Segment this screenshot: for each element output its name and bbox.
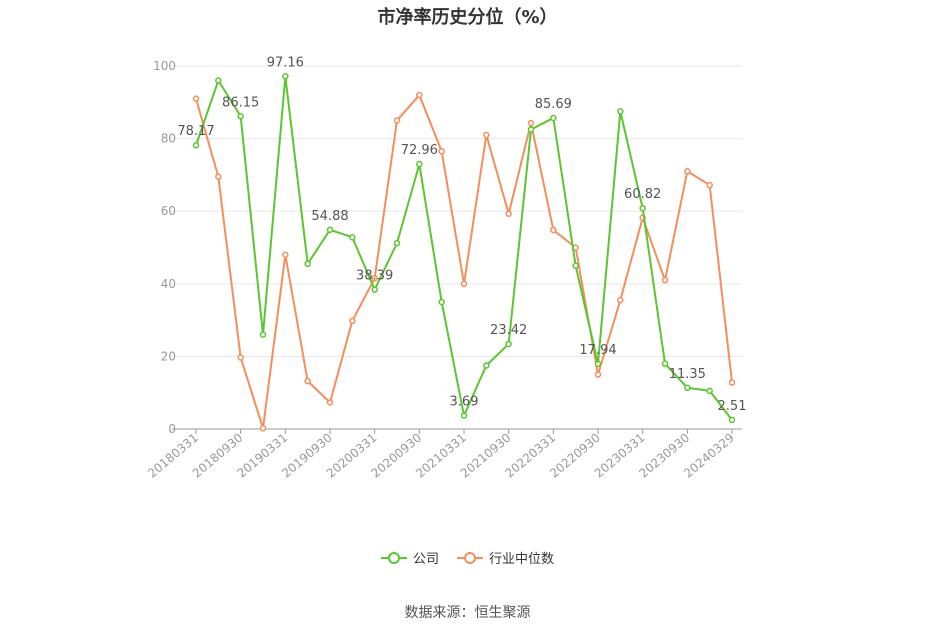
data-point-industry-median — [728, 379, 736, 386]
data-point-company — [572, 262, 579, 269]
data-point-industry-median — [192, 95, 200, 102]
data-point-industry-median — [594, 371, 602, 378]
legend-marker-company — [380, 551, 407, 564]
data-point-industry-median — [505, 210, 512, 217]
data-label: 2.51 — [718, 399, 747, 414]
legend-item-company[interactable]: 公司 — [380, 548, 439, 567]
data-point-company — [639, 204, 646, 212]
data-point-company — [259, 331, 267, 338]
data-label: 85.69 — [535, 97, 572, 112]
data-point-industry-median — [215, 173, 222, 180]
data-point-company — [483, 362, 490, 369]
data-point-company — [594, 360, 602, 368]
data-label: 78.17 — [177, 124, 214, 139]
data-point-industry-median — [684, 168, 691, 175]
data-point-company — [684, 384, 691, 392]
data-point-industry-median — [393, 117, 401, 124]
series-line-industry-median — [195, 94, 733, 430]
legend-item-industry-median[interactable]: 行业中位数 — [457, 548, 554, 567]
data-point-company — [326, 226, 334, 234]
data-point-company — [460, 412, 468, 419]
data-label: 97.16 — [267, 55, 304, 70]
data-point-company — [617, 108, 624, 115]
data-point-company — [438, 298, 445, 306]
data-point-company — [371, 286, 378, 293]
data-point-company — [282, 73, 289, 80]
data-source: 数据来源：恒生聚源 — [404, 605, 531, 621]
data-point-industry-median — [527, 119, 535, 127]
data-point-company — [192, 141, 200, 149]
data-point-company — [550, 114, 557, 122]
data-point-industry-median — [460, 280, 468, 288]
y-tick-label: 80 — [161, 132, 176, 146]
legend-marker-industry-median — [457, 551, 483, 564]
data-point-industry-median — [237, 354, 244, 361]
data-point-industry-median — [550, 226, 557, 234]
data-point-company — [505, 340, 512, 348]
data-point-industry-median — [349, 317, 356, 325]
data-label: 23.42 — [490, 323, 527, 338]
data-point-company — [304, 260, 311, 268]
data-point-industry-median — [706, 181, 713, 189]
data-label: 38.39 — [356, 269, 393, 284]
data-point-industry-median — [483, 131, 490, 139]
data-point-company — [416, 160, 423, 168]
data-point-industry-median — [282, 251, 289, 259]
data-point-company — [215, 77, 222, 84]
data-label: 3.69 — [450, 395, 479, 410]
legend-label-industry-median: 行业中位数 — [489, 552, 555, 567]
data-point-industry-median — [304, 377, 311, 385]
chart-title: 市净率历史分位（%） — [377, 7, 558, 28]
data-label: 60.82 — [624, 187, 661, 202]
data-label: 54.88 — [311, 209, 348, 224]
y-tick-label: 100 — [153, 59, 176, 73]
data-label: 11.35 — [669, 367, 706, 382]
y-tick-label: 60 — [161, 204, 176, 218]
data-point-industry-median — [416, 91, 423, 99]
data-point-company — [393, 239, 401, 247]
y-tick-label: 40 — [161, 277, 176, 291]
data-point-industry-median — [617, 296, 624, 304]
y-tick-label: 20 — [161, 349, 176, 363]
data-point-company — [728, 416, 736, 424]
data-label: 72.96 — [401, 143, 438, 158]
legend: 公司 行业中位数 — [0, 548, 935, 567]
data-point-industry-median — [661, 276, 669, 284]
data-label: 17.94 — [579, 343, 616, 358]
series-line-company — [195, 75, 733, 421]
data-point-industry-median — [371, 275, 378, 282]
data-point-company — [349, 234, 356, 241]
data-point-company — [661, 360, 669, 367]
data-point-industry-median — [326, 399, 334, 406]
data-point-company — [237, 113, 244, 120]
data-point-industry-median — [259, 425, 267, 432]
data-point-company — [527, 126, 535, 133]
data-point-industry-median — [438, 148, 445, 155]
data-point-company — [706, 387, 713, 395]
legend-label-company: 公司 — [412, 552, 439, 567]
data-label: 86.15 — [222, 95, 259, 110]
